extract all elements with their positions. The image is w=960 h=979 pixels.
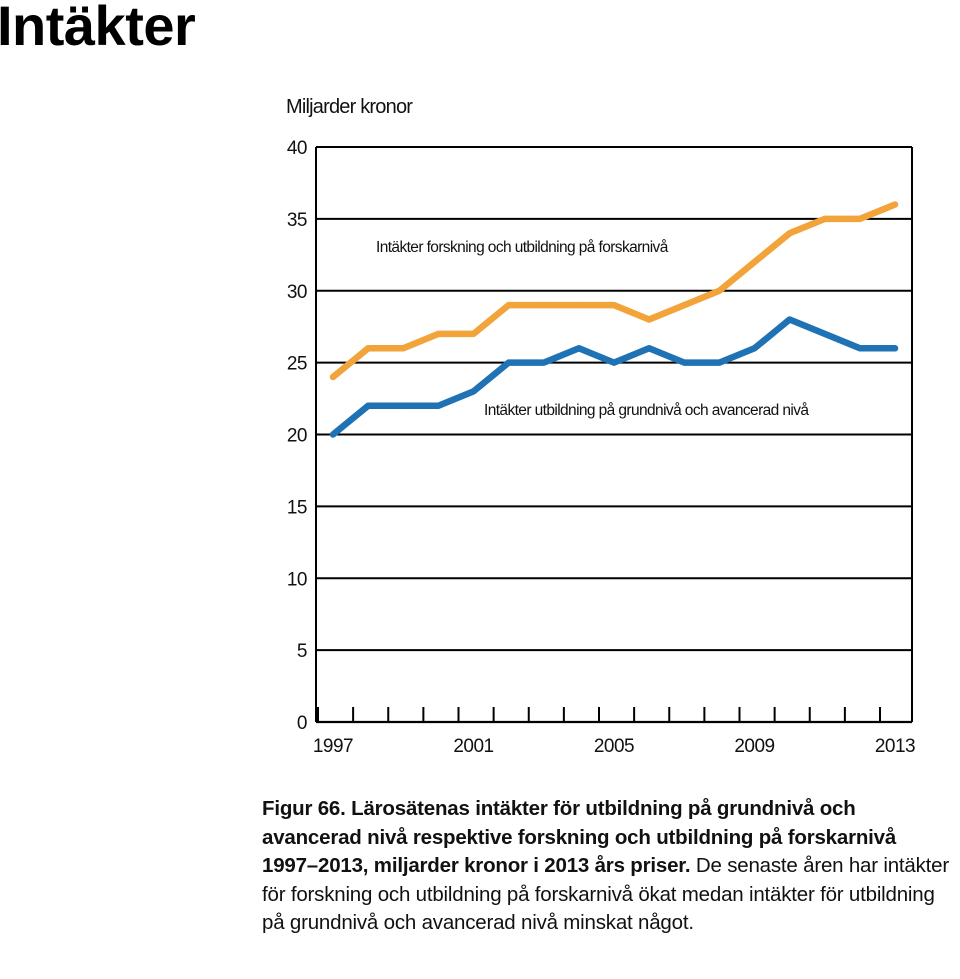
data-point: [540, 302, 547, 309]
data-point: [892, 201, 898, 208]
data-point: [470, 330, 477, 337]
data-point: [681, 302, 688, 309]
data-point: [365, 402, 372, 409]
y-tick-label: 5: [297, 641, 307, 662]
data-point: [681, 359, 688, 366]
data-point: [716, 359, 723, 366]
data-point: [435, 402, 442, 409]
data-point: [856, 215, 863, 222]
series-label-2: Intäkter utbildning på grundnivå och ava…: [484, 402, 809, 419]
y-axis-label: Miljarder kronor: [286, 96, 413, 118]
data-point: [575, 345, 582, 352]
data-point: [751, 259, 758, 265]
y-tick-label: 10: [287, 569, 307, 590]
revenue-line-chart: Miljarder kronor 0 5 10 15 20 25 30 35 40 1997 20…: [286, 96, 916, 757]
data-point: [856, 345, 863, 352]
x-tick-label: 2005: [594, 736, 634, 757]
data-point: [330, 431, 336, 438]
data-point: [821, 215, 828, 222]
data-point: [892, 345, 898, 352]
data-point: [611, 302, 617, 309]
data-point: [716, 287, 723, 294]
x-tick-label: 2009: [734, 736, 774, 757]
data-point: [786, 230, 793, 237]
y-tick-label: 30: [287, 282, 307, 303]
figure-caption: Figur 66. Lärosätenas intäkter för utbil…: [262, 795, 952, 938]
y-tick-label: 35: [287, 210, 307, 231]
y-tick-label: 25: [287, 354, 307, 375]
series-label-1: Intäkter forskning och utbildning på for…: [376, 239, 669, 256]
data-point: [611, 359, 617, 366]
y-tick-label: 15: [287, 497, 307, 518]
y-tick-label: 0: [297, 713, 307, 734]
x-tick-label: 2013: [875, 736, 915, 757]
x-tick-label: 1997: [313, 736, 353, 757]
data-point: [365, 345, 372, 352]
data-point: [646, 316, 653, 323]
data-point: [435, 330, 442, 337]
data-point: [470, 388, 477, 395]
data-point: [575, 302, 582, 309]
caption-text: De senaste åren har intäkter för forskni…: [262, 854, 949, 934]
caption-bold: Figur 66. Lärosätenas intäkter för utbil…: [262, 797, 897, 877]
y-tick-label: 20: [287, 426, 307, 447]
data-point: [400, 402, 407, 409]
data-point: [646, 345, 653, 352]
data-point: [400, 345, 407, 352]
data-point: [821, 330, 828, 337]
data-point: [505, 302, 512, 309]
data-point: [505, 359, 512, 366]
y-tick-label: 40: [287, 138, 307, 159]
slide-title: Intäkter: [0, 0, 196, 57]
data-point: [751, 345, 758, 352]
x-tick-label: 2001: [453, 736, 493, 757]
data-point: [540, 359, 547, 366]
data-point: [330, 374, 336, 380]
data-point: [786, 316, 793, 323]
